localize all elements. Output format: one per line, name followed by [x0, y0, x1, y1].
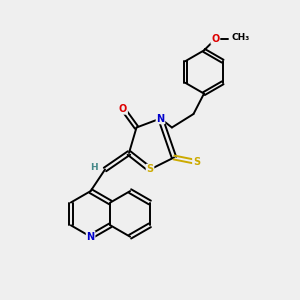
- Text: H: H: [90, 163, 98, 172]
- Text: N: N: [86, 232, 95, 242]
- Text: N: N: [156, 113, 165, 124]
- Text: O: O: [211, 34, 220, 44]
- Text: S: S: [146, 164, 154, 175]
- Text: S: S: [193, 157, 200, 167]
- Text: O: O: [119, 104, 127, 114]
- Text: CH₃: CH₃: [232, 33, 250, 42]
